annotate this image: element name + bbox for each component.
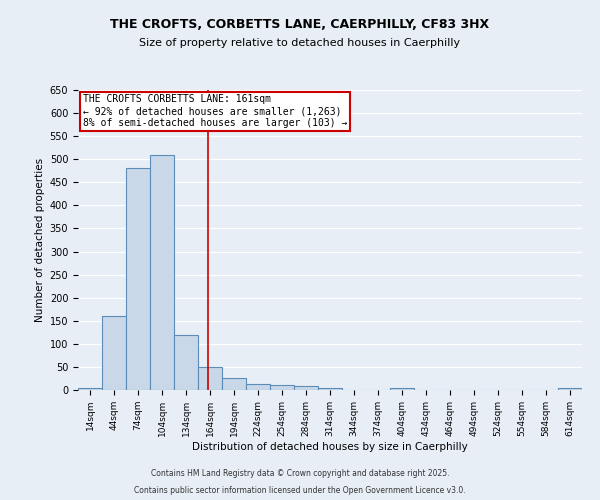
X-axis label: Distribution of detached houses by size in Caerphilly: Distribution of detached houses by size … (192, 442, 468, 452)
Bar (222, 378, 246, 390)
Text: THE CROFTS CORBETTS LANE: 161sqm
← 92% of detached houses are smaller (1,263)
8%: THE CROFTS CORBETTS LANE: 161sqm ← 92% o… (83, 94, 347, 128)
Text: Contains public sector information licensed under the Open Government Licence v3: Contains public sector information licen… (134, 486, 466, 495)
Bar (102, 316, 126, 390)
Bar (78, 388, 102, 390)
Bar (246, 384, 270, 390)
Bar (390, 388, 414, 390)
Bar (318, 388, 342, 390)
Text: THE CROFTS, CORBETTS LANE, CAERPHILLY, CF83 3HX: THE CROFTS, CORBETTS LANE, CAERPHILLY, C… (110, 18, 490, 30)
Text: Contains HM Land Registry data © Crown copyright and database right 2025.: Contains HM Land Registry data © Crown c… (151, 468, 449, 477)
Bar (270, 386, 294, 390)
Bar (558, 388, 582, 390)
Bar (126, 168, 150, 390)
Text: Size of property relative to detached houses in Caerphilly: Size of property relative to detached ho… (139, 38, 461, 48)
Bar (174, 334, 198, 390)
Bar (294, 386, 318, 390)
Bar (198, 367, 222, 390)
Y-axis label: Number of detached properties: Number of detached properties (35, 158, 46, 322)
Bar (150, 154, 174, 390)
